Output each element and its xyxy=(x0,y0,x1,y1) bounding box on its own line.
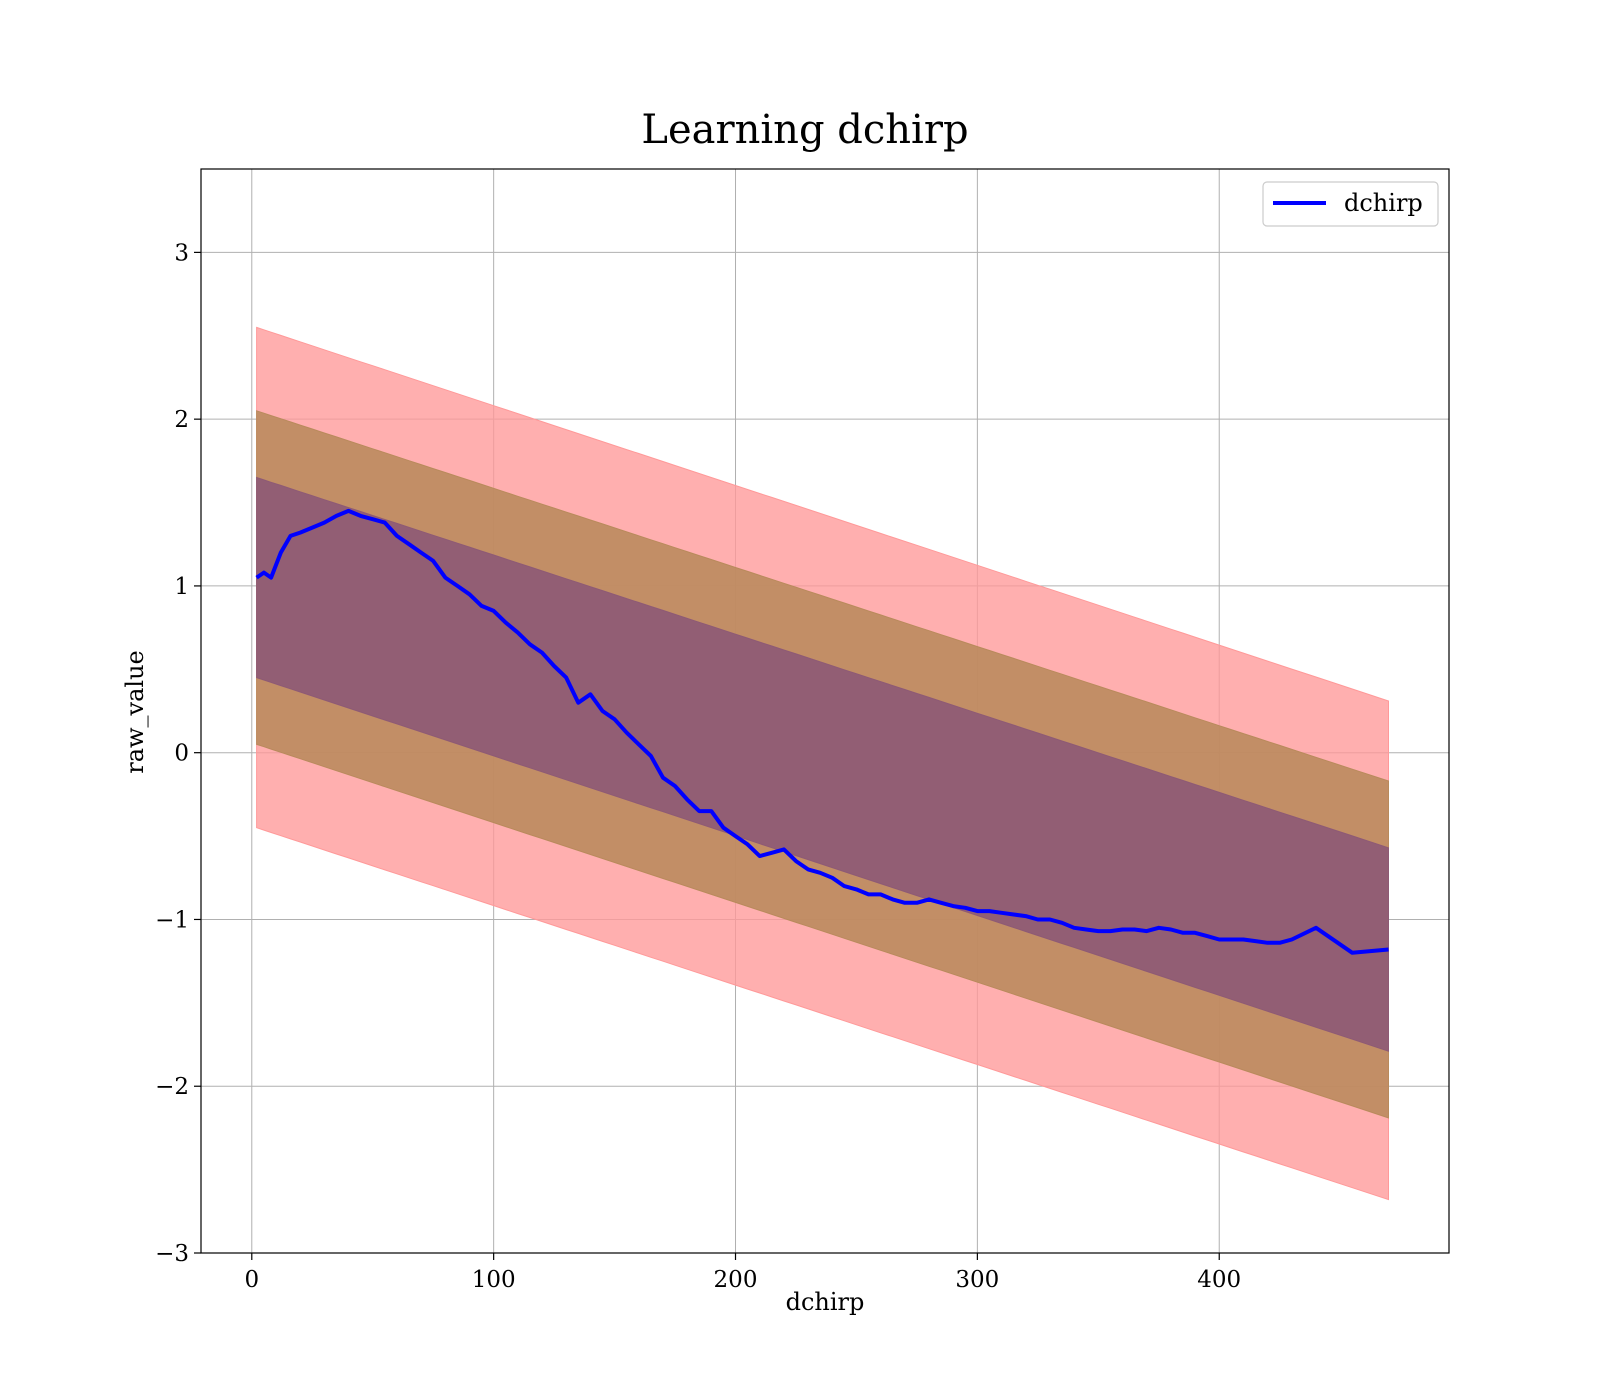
y-tick-label: 2 xyxy=(174,407,189,433)
y-tick-label: 0 xyxy=(174,741,189,767)
x-tick-label: 100 xyxy=(472,1267,516,1293)
y-tick-label: 3 xyxy=(174,240,189,266)
series-line-dchirp xyxy=(255,508,1389,955)
legend: dchirp xyxy=(1262,181,1439,227)
x-tick-label: 400 xyxy=(1197,1267,1241,1293)
mean-lines xyxy=(255,508,1389,955)
x-tick-label: 0 xyxy=(244,1267,259,1293)
y-axis-ticks: −3 −2 −1 0 1 2 3 xyxy=(155,240,201,1267)
uncertainty-bands xyxy=(256,326,1389,1201)
x-axis-label: dchirp xyxy=(786,1288,865,1316)
legend-box xyxy=(1262,181,1439,227)
x-tick-label: 300 xyxy=(955,1267,999,1293)
legend-label-dchirp: dchirp xyxy=(1344,189,1423,217)
x-tick-label: 200 xyxy=(714,1267,758,1293)
band-inner xyxy=(256,476,1389,1052)
y-tick-label: −2 xyxy=(155,1074,189,1100)
chart-title: Learning dchirp xyxy=(641,107,968,153)
x-axis-ticks: 0 100 200 300 400 xyxy=(244,1253,1241,1293)
y-tick-label: 1 xyxy=(174,574,189,600)
plot-frame xyxy=(200,168,1450,1254)
y-tick-label: −1 xyxy=(155,907,189,933)
y-axis-label: raw_value xyxy=(121,650,149,774)
y-tick-label: −3 xyxy=(155,1241,189,1267)
